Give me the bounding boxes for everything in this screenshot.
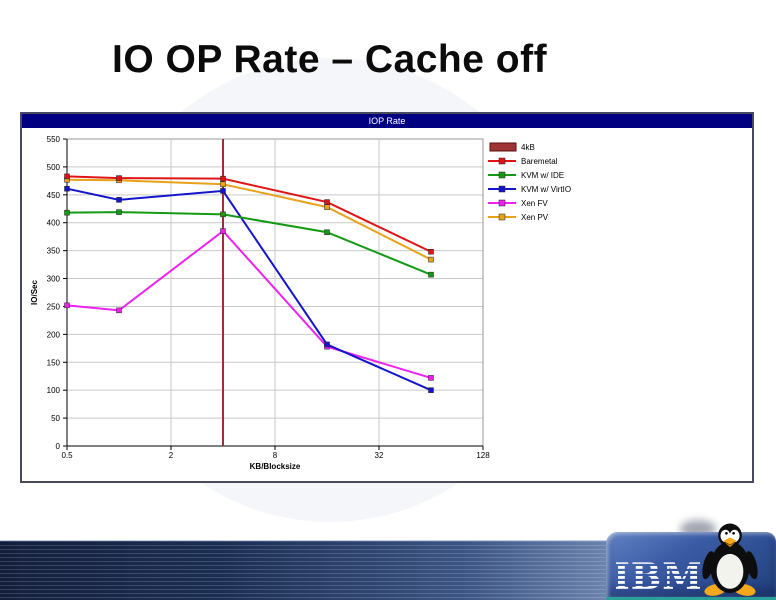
data-point <box>64 209 70 216</box>
y-tick-label: 500 <box>47 163 61 172</box>
data-point <box>220 228 226 234</box>
data-point <box>220 181 226 187</box>
x-tick-label: 32 <box>375 451 384 460</box>
data-point <box>324 199 330 205</box>
ibm-logo-text: IBM <box>616 556 700 596</box>
series-line <box>66 211 432 276</box>
data-point <box>428 387 434 393</box>
teal-strip <box>606 597 776 600</box>
legend-marker <box>498 185 506 193</box>
y-tick-label: 450 <box>47 191 61 200</box>
data-point <box>116 307 122 314</box>
y-tick-label: 150 <box>47 358 61 367</box>
y-tick-label: 250 <box>47 302 61 311</box>
page-title: IO OP Rate – Cache off <box>112 38 548 81</box>
y-tick-label: 0 <box>56 442 61 451</box>
y-tick-label: 550 <box>47 135 61 144</box>
data-point <box>220 188 226 194</box>
legend-marker <box>498 199 506 207</box>
iop-rate-chart: 0 50 100 150 200 250 300 350 400 450 500 550 0.5 2 8 32… <box>30 135 571 471</box>
data-point <box>428 249 434 255</box>
x-tick-label: 0.5 <box>61 451 73 460</box>
y-tick-label: 200 <box>47 330 61 339</box>
y-tick-label: 400 <box>47 219 61 228</box>
ibm-logo-icon: IBM <box>616 556 700 596</box>
legend-box-swatch <box>489 142 517 152</box>
y-tick-label: 50 <box>51 414 60 423</box>
data-point <box>428 375 434 381</box>
x-tick-label: 2 <box>169 451 174 460</box>
legend-label: KVM w/ IDE <box>521 171 564 180</box>
data-point <box>428 271 434 278</box>
data-point <box>324 229 330 235</box>
data-point <box>324 341 330 348</box>
data-point <box>220 175 226 182</box>
y-tick-label: 350 <box>47 247 61 256</box>
y-tick-label: 100 <box>47 386 61 395</box>
x-axis-title: KB/Blocksize <box>250 462 301 471</box>
legend-label: 4kB <box>521 143 535 152</box>
x-tick-label: 8 <box>273 451 278 460</box>
y-tick-label: 300 <box>47 275 61 284</box>
legend-label: Baremetal <box>521 157 558 166</box>
data-point <box>116 197 122 203</box>
data-point <box>116 209 122 215</box>
legend-marker <box>498 157 506 165</box>
data-point <box>64 173 70 180</box>
legend-label: Xen PV <box>521 213 549 222</box>
data-point <box>428 256 434 263</box>
chart-panel: IOP Rate 0 50 100 150 200 250 300 350 400 450 500 5… <box>20 112 754 483</box>
y-axis-title: IO/Sec <box>30 280 39 305</box>
legend-label: KVM w/ VirtIO <box>521 185 571 194</box>
data-point <box>64 185 70 192</box>
data-point <box>220 211 226 218</box>
chart-title-bar: IOP Rate <box>22 114 752 128</box>
legend-label: Xen FV <box>521 199 548 208</box>
legend-marker <box>498 213 506 221</box>
tux-penguin-icon <box>702 523 758 596</box>
legend-marker <box>498 171 506 179</box>
data-point <box>324 204 330 210</box>
data-point <box>116 175 122 181</box>
data-point <box>64 302 70 309</box>
x-tick-label: 128 <box>476 451 490 460</box>
